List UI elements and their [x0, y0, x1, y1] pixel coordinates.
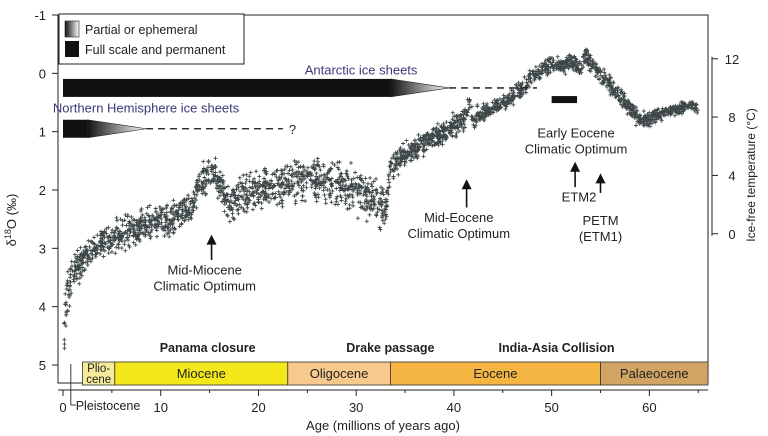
annotation-arrow-head-0 — [206, 234, 217, 245]
event-label-1: Drake passage — [346, 341, 434, 355]
legend-box — [58, 13, 245, 65]
ice-sheet-bars: Antarctic ice sheets Northern Hemisphere … — [53, 62, 578, 139]
y-tick-label-1: 0 — [39, 66, 46, 81]
x-axis-title: Age (millions of years ago) — [306, 418, 460, 433]
epoch-label-line: Palaeocene — [620, 366, 689, 381]
epoch-label-4: Palaeocene — [620, 366, 689, 381]
ice-sheet-end-mark-1: ? — [289, 122, 296, 137]
y-tick-label-6: 5 — [39, 358, 46, 373]
legend-swatch-full — [65, 41, 79, 57]
epoch-label-3: Eocene — [473, 366, 517, 381]
x-tick-label-1: 10 — [153, 400, 167, 415]
x-tick-label-3: 30 — [349, 400, 363, 415]
annotation-line: Climatic Optimum — [408, 226, 511, 241]
event-labels: Panama closure Drake passage India-Asia Co… — [160, 341, 615, 355]
y-right-tick-label-2: 8 — [728, 110, 735, 125]
y-axis-right: 0 4 8 12 — [711, 52, 739, 242]
y-tick-label-3: 2 — [39, 183, 46, 198]
annotation-2: Early Eocene Climatic Optimum — [525, 126, 628, 157]
y-right-tick-label-1: 4 — [728, 168, 735, 183]
eeco-bar — [551, 96, 578, 104]
event-label-0: Panama closure — [160, 341, 256, 355]
annotation-line: Climatic Optimum — [525, 142, 628, 157]
y-right-tick-label-3: 12 — [725, 52, 739, 67]
epoch-label-line: cene — [86, 374, 111, 386]
y-tick-label-2: 1 — [39, 125, 46, 140]
annotation-arrow-head-3 — [570, 161, 581, 172]
annotation-4: PETM (ETM1) — [579, 213, 622, 244]
annotation-line: PETM — [582, 213, 618, 228]
data-points — [62, 47, 700, 351]
data-marks — [62, 47, 700, 351]
y-right-axis-title: Ice-free temperature (°C) — [744, 108, 758, 242]
annotation-line: Mid-Miocene — [167, 263, 241, 278]
x-tick-label-0: 0 — [59, 400, 66, 415]
annotation-3: ETM2 — [562, 190, 597, 205]
y-axis-title: δ18O (‰) — [3, 194, 19, 247]
x-tick-label-2: 20 — [251, 400, 265, 415]
epoch-bar: Plio-cene Miocene Oligocene Eocene Palaeocen… — [70, 361, 709, 413]
event-label-2: India-Asia Collision — [499, 341, 615, 355]
epoch-label-line: Oligocene — [310, 366, 369, 381]
ice-sheet-solid-0 — [63, 78, 391, 97]
ice-sheet-label-0: Antarctic ice sheets — [305, 62, 418, 77]
legend-label-partial: Partial or ephemeral — [85, 23, 198, 37]
y-tick-label-0: -1 — [34, 8, 46, 23]
y-tick-label-4: 3 — [39, 241, 46, 256]
epoch-label-0: Plio-cene — [86, 363, 111, 386]
annotation-arrow-head-1 — [461, 179, 472, 190]
epoch-label-2: Oligocene — [310, 366, 369, 381]
epoch-label-line: Plio- — [87, 363, 110, 375]
epoch-label-1: Miocene — [177, 366, 226, 381]
legend: Partial or ephemeral Full scale and perm… — [58, 13, 245, 65]
y-axis: -1 0 1 2 3 4 5 — [34, 8, 58, 373]
annotation-line: Climatic Optimum — [153, 279, 256, 294]
legend-swatch-partial — [64, 20, 80, 38]
ice-sheet-label-1: Northern Hemisphere ice sheets — [53, 100, 240, 115]
y-right-tick-label-0: 0 — [728, 227, 735, 242]
x-tick-label-6: 60 — [642, 400, 656, 415]
annotation-1: Mid-Eocene Climatic Optimum — [408, 210, 511, 241]
epoch-4 — [600, 361, 709, 386]
ice-sheet-fade-1 — [87, 119, 147, 139]
annotation-0: Mid-Miocene Climatic Optimum — [153, 263, 256, 294]
epoch-label-line: Miocene — [177, 366, 226, 381]
x-axis: 0 10 20 30 40 50 60 — [58, 389, 708, 415]
annotation-line: Early Eocene — [537, 126, 614, 141]
annotation-line: Mid-Eocene — [424, 210, 493, 225]
ice-sheet-solid-1 — [63, 119, 88, 138]
epoch-label-line: Eocene — [473, 366, 517, 381]
annotation-line: (ETM1) — [579, 229, 622, 244]
y-tick-label-5: 4 — [39, 300, 46, 315]
annotation-arrow-head-4 — [595, 173, 606, 184]
legend-label-full: Full scale and permanent — [85, 43, 226, 57]
ice-sheet-fade-0 — [390, 78, 450, 98]
pleistocene-label: Pleistocene — [76, 399, 141, 413]
annotation-line: ETM2 — [562, 190, 597, 205]
x-tick-label-4: 40 — [447, 400, 461, 415]
x-tick-label-5: 50 — [544, 400, 558, 415]
